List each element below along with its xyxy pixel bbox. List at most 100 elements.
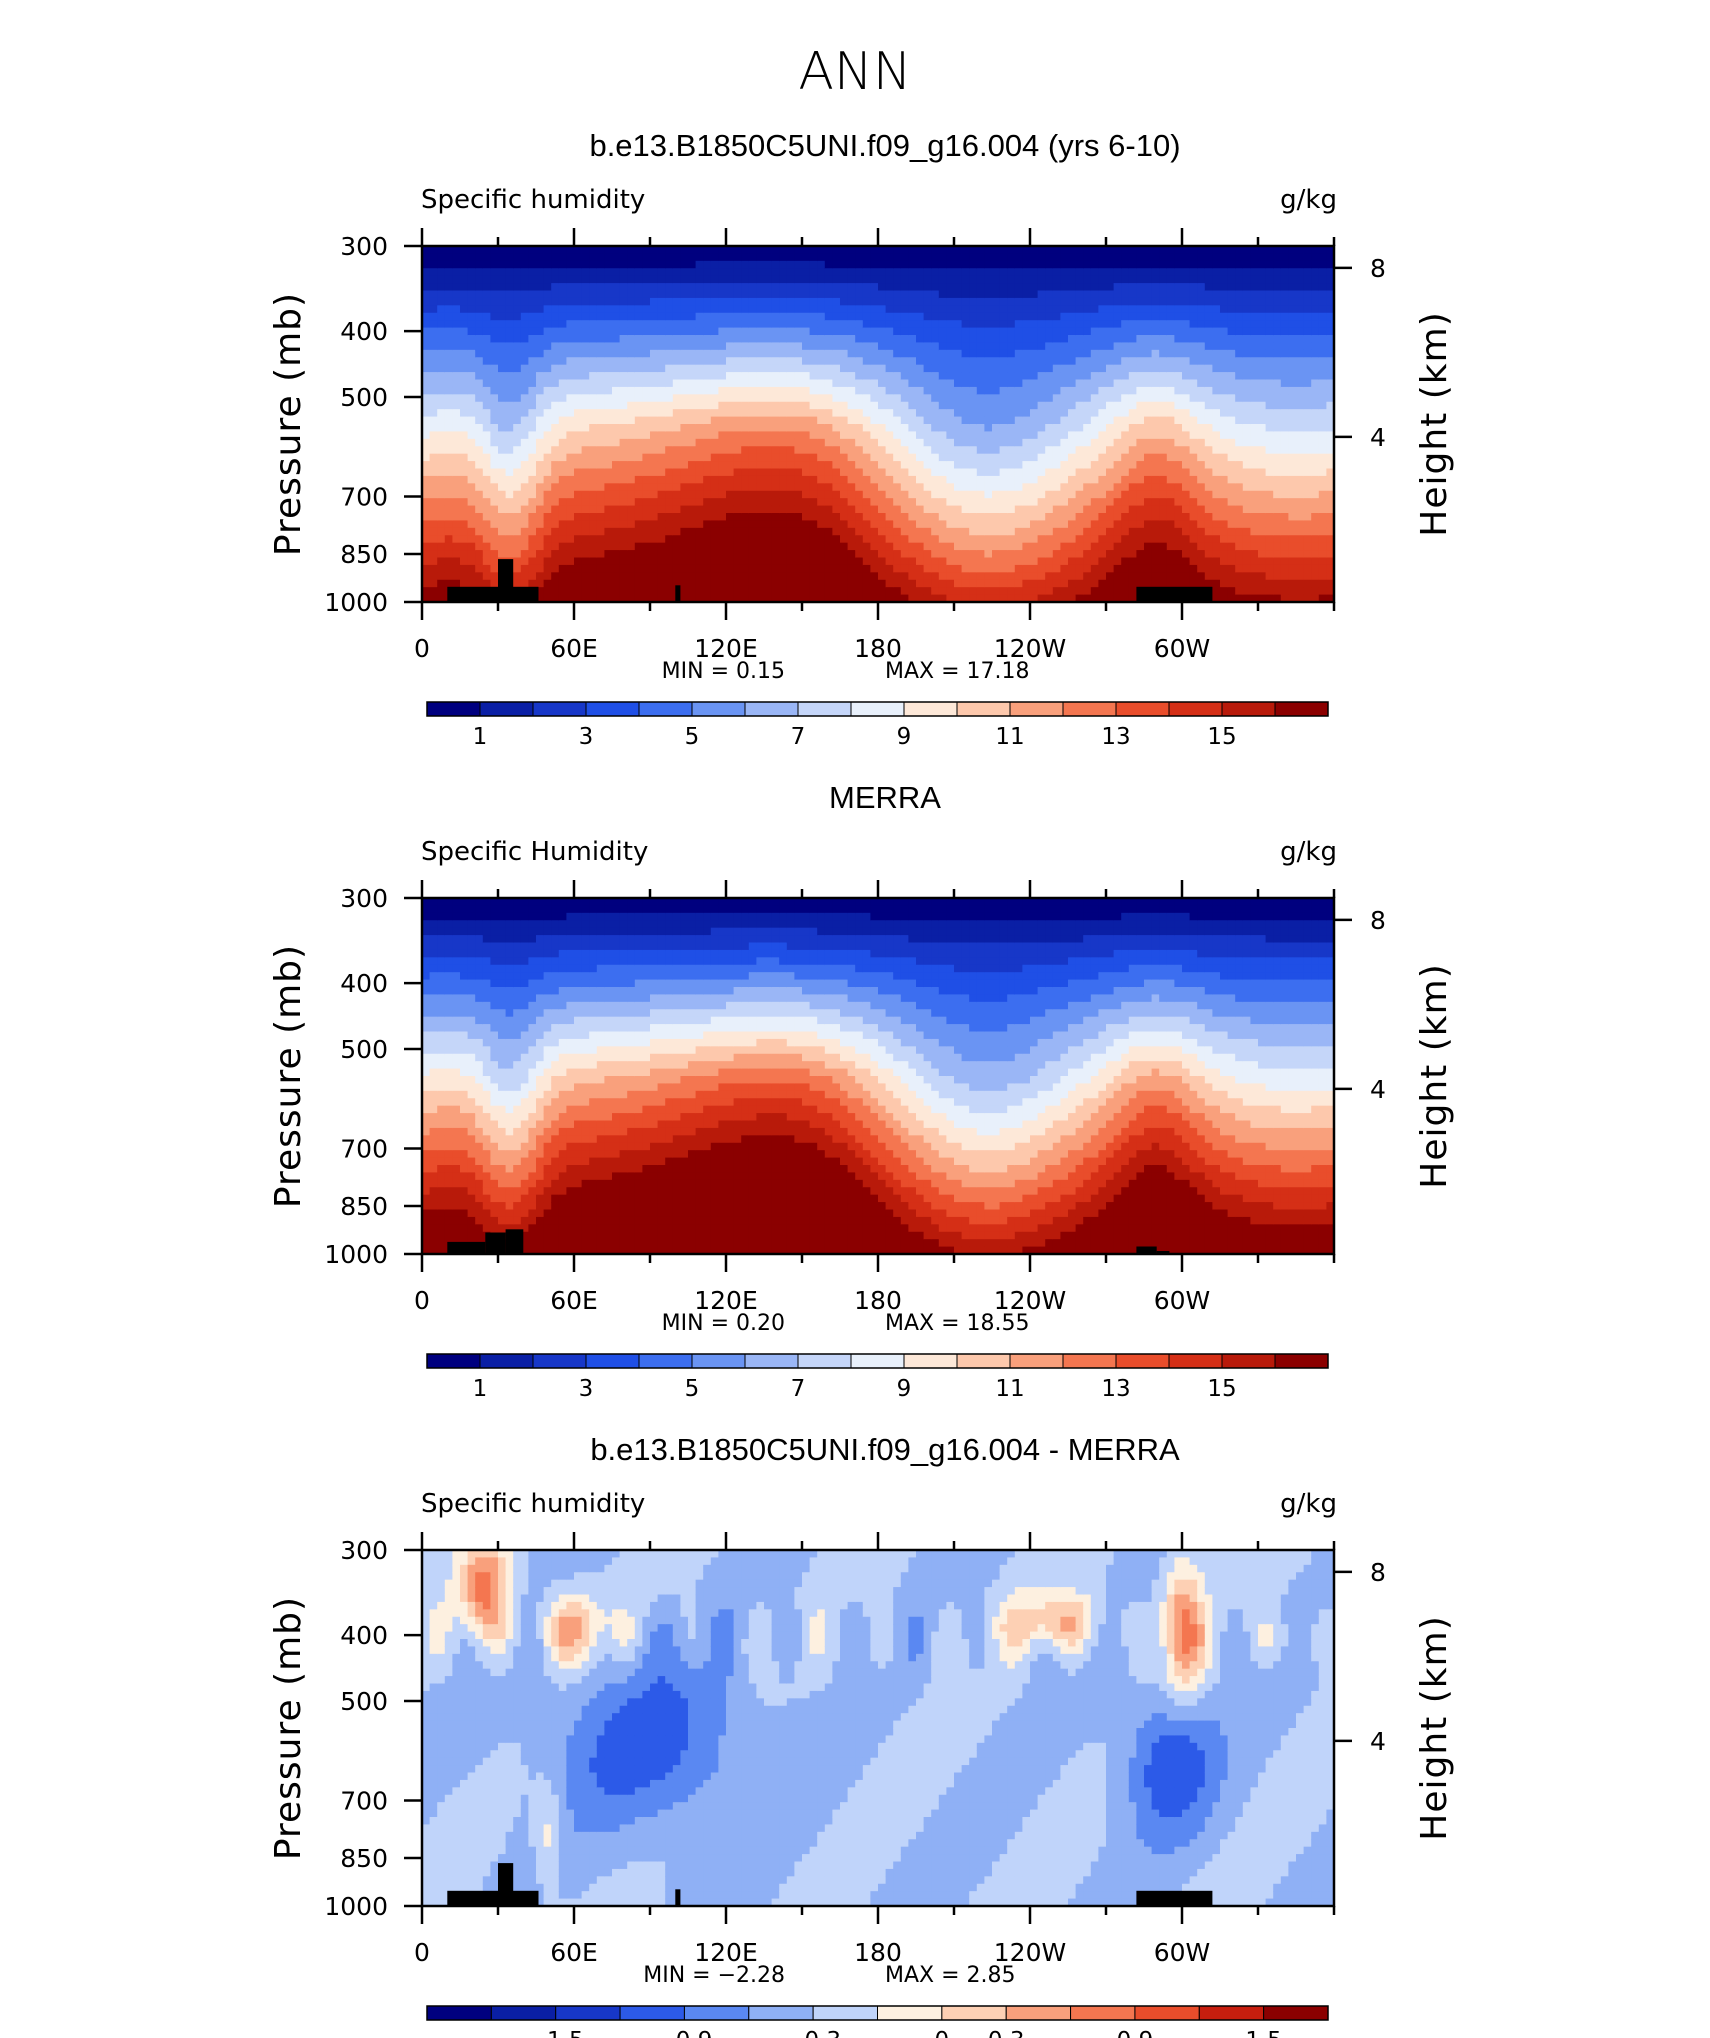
lon-tick-label: 60W bbox=[1154, 1938, 1211, 1967]
chart-panel-1: b.e13.B1850C5UNI.f09_g16.004 (yrs 6-10)S… bbox=[268, 128, 1455, 750]
colorbar-swatch bbox=[1199, 2006, 1263, 2020]
colorbar-label: 13 bbox=[1101, 1376, 1130, 1402]
lon-tick-label: 60E bbox=[550, 1938, 598, 1967]
panel-title: b.e13.B1850C5UNI.f09_g16.004 - MERRA bbox=[590, 1432, 1180, 1467]
colorbar-swatch bbox=[480, 702, 533, 716]
height-tick-label: 8 bbox=[1370, 906, 1386, 935]
colorbar-swatch bbox=[427, 1354, 480, 1368]
colorbar-swatch bbox=[620, 2006, 684, 2020]
colorbar-swatch bbox=[942, 2006, 1006, 2020]
panel-left-label: Specific Humidity bbox=[421, 837, 648, 867]
colorbar-swatch bbox=[957, 702, 1010, 716]
pressure-tick-label: 850 bbox=[340, 1192, 388, 1221]
colorbar-label: 11 bbox=[995, 724, 1024, 750]
colorbar-label: 3 bbox=[579, 1376, 594, 1402]
colorbar-label: 9 bbox=[897, 1376, 912, 1402]
colorbar-label: 9 bbox=[897, 724, 912, 750]
colorbar-label: 0.3 bbox=[988, 2028, 1025, 2038]
colorbar-swatch bbox=[639, 702, 692, 716]
colorbar-swatch bbox=[1116, 702, 1169, 716]
pressure-tick-label: 300 bbox=[340, 884, 388, 913]
max-readout: MAX = 18.55 bbox=[885, 1311, 1030, 1336]
colorbar-label: 0 bbox=[935, 2028, 950, 2038]
colorbar-label: 13 bbox=[1101, 724, 1130, 750]
colorbar-label: 3 bbox=[579, 724, 594, 750]
y2-axis-title: Height (km) bbox=[1414, 963, 1455, 1188]
chart-panel-3: b.e13.B1850C5UNI.f09_g16.004 - MERRA Spec… bbox=[268, 1432, 1455, 2038]
colorbar: −1.5−0.9−0.300.30.91.5 bbox=[427, 2006, 1328, 2038]
pressure-tick-label: 500 bbox=[340, 1687, 388, 1716]
colorbar-swatch bbox=[692, 702, 745, 716]
colorbar-swatch bbox=[1275, 1354, 1328, 1368]
colorbar-swatch bbox=[1135, 2006, 1199, 2020]
y-axis-title: Pressure (mb) bbox=[268, 1596, 309, 1860]
colorbar-swatch bbox=[1169, 1354, 1222, 1368]
panel-left-label: Specific humidity bbox=[421, 185, 645, 215]
colorbar-swatch bbox=[798, 1354, 851, 1368]
colorbar-swatch bbox=[749, 2006, 813, 2020]
colorbar-swatch bbox=[480, 1354, 533, 1368]
min-readout: MIN = 0.15 bbox=[662, 659, 785, 684]
lon-tick-label: 0 bbox=[414, 1286, 430, 1315]
pressure-tick-label: 500 bbox=[340, 1035, 388, 1064]
colorbar-swatch bbox=[491, 2006, 555, 2020]
height-tick-label: 8 bbox=[1370, 254, 1386, 283]
max-readout: MAX = 2.85 bbox=[885, 1963, 1016, 1988]
colorbar-label: 1 bbox=[473, 724, 488, 750]
colorbar-label: 1 bbox=[473, 1376, 488, 1402]
colorbar: 1 3 5 7 9 11 13 15 bbox=[427, 1354, 1328, 1402]
pressure-tick-label: 400 bbox=[340, 317, 388, 346]
panel-left-label: Specific humidity bbox=[421, 1489, 645, 1519]
figure-canvas: b.e13.B1850C5UNI.f09_g16.004 (yrs 6-10)S… bbox=[0, 0, 1710, 2038]
colorbar-swatch bbox=[745, 1354, 798, 1368]
colorbar-swatch bbox=[1264, 2006, 1328, 2020]
pressure-tick-label: 400 bbox=[340, 969, 388, 998]
colorbar-swatch bbox=[1116, 1354, 1169, 1368]
colorbar-swatch bbox=[533, 702, 586, 716]
panel-title: MERRA bbox=[829, 780, 941, 815]
colorbar-swatch bbox=[1006, 2006, 1070, 2020]
contour-field bbox=[422, 246, 1335, 603]
height-tick-label: 4 bbox=[1370, 1075, 1386, 1104]
colorbar-label: 15 bbox=[1207, 1376, 1236, 1402]
colorbar-swatch bbox=[1063, 702, 1116, 716]
pressure-tick-label: 300 bbox=[340, 232, 388, 261]
pressure-tick-label: 1000 bbox=[324, 588, 388, 617]
pressure-tick-label: 300 bbox=[340, 1536, 388, 1565]
pressure-tick-label: 500 bbox=[340, 383, 388, 412]
height-tick-label: 4 bbox=[1370, 423, 1386, 452]
colorbar-label: 7 bbox=[791, 724, 806, 750]
colorbar-swatch bbox=[878, 2006, 942, 2020]
y2-axis-title: Height (km) bbox=[1414, 1615, 1455, 1840]
max-readout: MAX = 17.18 bbox=[885, 659, 1030, 684]
colorbar-swatch bbox=[851, 1354, 904, 1368]
colorbar-label: 5 bbox=[685, 724, 700, 750]
colorbar-label: 15 bbox=[1207, 724, 1236, 750]
contour-field bbox=[422, 898, 1335, 1255]
pressure-tick-label: 1000 bbox=[324, 1240, 388, 1269]
colorbar-swatch bbox=[904, 1354, 957, 1368]
colorbar-swatch bbox=[1222, 702, 1275, 716]
panel-units: g/kg bbox=[1280, 837, 1337, 867]
lon-tick-label: 0 bbox=[414, 634, 430, 663]
contour-field bbox=[422, 1550, 1335, 1907]
colorbar: 1 3 5 7 9 11 13 15 bbox=[427, 702, 1328, 750]
colorbar-swatch bbox=[1010, 702, 1063, 716]
colorbar-swatch bbox=[798, 702, 851, 716]
y-axis-title: Pressure (mb) bbox=[268, 292, 309, 556]
pressure-tick-label: 850 bbox=[340, 1844, 388, 1873]
min-readout: MIN = 0.20 bbox=[662, 1311, 785, 1336]
colorbar-swatch bbox=[684, 2006, 748, 2020]
colorbar-swatch bbox=[904, 702, 957, 716]
colorbar-swatch bbox=[851, 702, 904, 716]
colorbar-label: 1.5 bbox=[1245, 2028, 1282, 2038]
pressure-tick-label: 700 bbox=[340, 1787, 388, 1816]
lon-tick-label: 0 bbox=[414, 1938, 430, 1967]
colorbar-swatch bbox=[639, 1354, 692, 1368]
lon-tick-label: 60W bbox=[1154, 634, 1211, 663]
colorbar-label: 11 bbox=[995, 1376, 1024, 1402]
panel-units: g/kg bbox=[1280, 1489, 1337, 1519]
colorbar-label: 7 bbox=[791, 1376, 806, 1402]
colorbar-label: −1.5 bbox=[528, 2028, 584, 2038]
pressure-tick-label: 850 bbox=[340, 540, 388, 569]
